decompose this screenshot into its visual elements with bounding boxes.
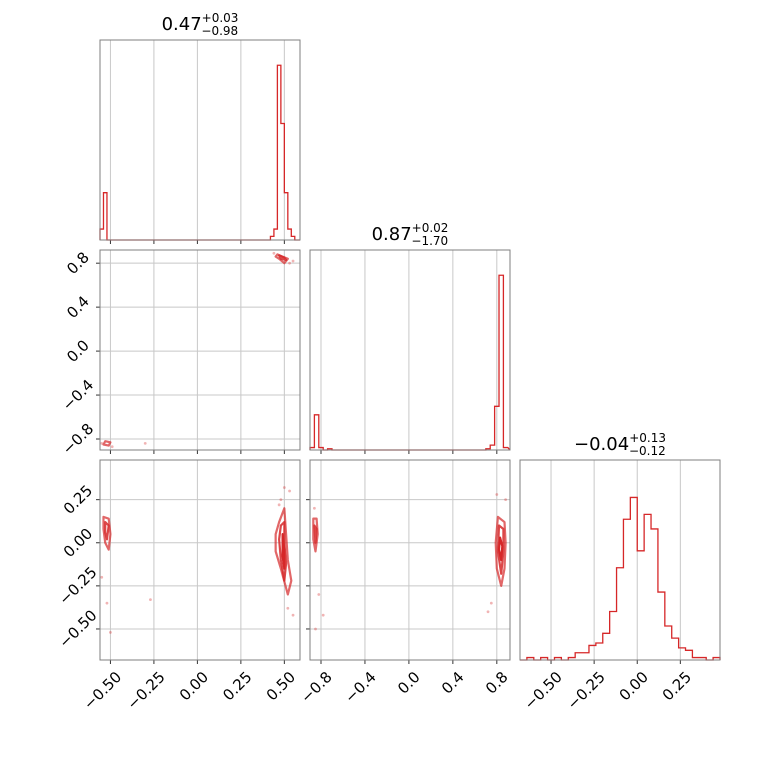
title-median: 0.47 <box>162 14 202 35</box>
scatter-panel-1-3: −0.50−0.25 0.00 0.25 0.50−0.50−0.250.000.25 <box>55 459 301 713</box>
scatter-point <box>100 442 104 445</box>
scatter-point <box>109 631 112 634</box>
density-contour <box>497 536 504 562</box>
y-tick-label: 0.4 <box>63 292 93 322</box>
panel-frame <box>309 459 511 661</box>
scatter-point <box>105 601 109 605</box>
title-minus: −0.12 <box>629 444 666 458</box>
density-contour <box>104 520 110 541</box>
panel-title: 0.87+0.02 −1.70 <box>372 221 449 248</box>
x-tick-label: 0.8 <box>482 668 512 698</box>
y-tick-label: −0.50 <box>55 606 100 651</box>
scatter-point <box>314 627 317 631</box>
x-tick-label: −0.8 <box>297 668 335 706</box>
histogram-step-line <box>309 274 511 451</box>
panel-title: 0.47+0.03 −0.98 <box>162 11 239 38</box>
density-contour <box>102 515 112 551</box>
scatter-point <box>288 489 291 493</box>
scatter-point <box>317 593 321 596</box>
title-minus: −0.98 <box>201 24 238 38</box>
title-median: 0.87 <box>372 224 412 245</box>
scatter-point <box>272 251 276 255</box>
scatter-panel-2-3: −0.8 −0.4 0.0 0.4 0.8 <box>297 459 512 707</box>
x-tick-label: −0.4 <box>341 668 379 706</box>
histogram-panel-1: 0.47+0.03 −0.98 <box>99 11 301 244</box>
panel-title: −0.04+0.13 −0.12 <box>574 431 666 458</box>
density-contour <box>494 515 507 587</box>
scatter-point <box>143 442 147 445</box>
panel-frame <box>519 459 721 661</box>
scatter-point <box>282 486 286 489</box>
x-tick-label: −0.25 <box>123 668 168 713</box>
title-minus: −1.70 <box>411 234 448 248</box>
density-contour <box>102 440 112 447</box>
scatter-point <box>288 261 291 265</box>
density-contour <box>274 507 293 596</box>
title-plus: +0.03 <box>202 11 239 25</box>
scatter-point <box>291 259 295 263</box>
y-tick-label: 0.00 <box>60 525 96 561</box>
y-tick-label: 0.0 <box>63 336 93 366</box>
scatter-point <box>100 575 104 579</box>
panel-frame <box>99 249 301 451</box>
y-tick-label: −0.8 <box>59 420 97 458</box>
density-contour <box>281 533 286 570</box>
scatter-point <box>489 601 493 605</box>
histogram-step-line <box>99 64 300 241</box>
panel-frame <box>99 39 301 241</box>
histogram-panel-3: −0.50−0.25 0.00 0.25 −0.04+0.13 −0.12 <box>519 431 721 713</box>
density-contour <box>313 524 318 544</box>
x-tick-label: 0.00 <box>176 668 212 704</box>
scatter-point <box>504 498 508 502</box>
density-contour <box>278 520 288 582</box>
density-contour <box>496 524 505 575</box>
scatter-point <box>279 498 283 502</box>
scatter-point <box>110 445 114 449</box>
scatter-panel-1-2: −0.8 −0.4 0.0 0.4 0.8 <box>59 248 301 458</box>
y-tick-label: −0.4 <box>59 376 97 414</box>
scatter-point <box>277 503 281 507</box>
title-plus: +0.13 <box>629 431 666 445</box>
panel-frame <box>309 249 511 451</box>
y-tick-label: 0.8 <box>63 248 93 278</box>
x-tick-label: −0.50 <box>521 668 566 713</box>
title-plus: +0.02 <box>412 221 449 235</box>
scatter-point <box>486 610 490 614</box>
histogram-panel-2: 0.87+0.02 −1.70 <box>309 221 511 454</box>
scatter-point <box>291 613 295 617</box>
panel-frame <box>99 459 301 661</box>
histogram-step-line <box>520 496 721 661</box>
x-tick-label: 0.50 <box>263 668 299 704</box>
x-tick-label: 0.00 <box>616 668 652 704</box>
x-tick-label: 0.25 <box>659 668 695 704</box>
title-median: −0.04 <box>574 434 629 455</box>
scatter-point <box>321 613 325 617</box>
x-tick-label: 0.4 <box>438 668 468 698</box>
y-tick-label: 0.25 <box>60 481 96 517</box>
x-tick-label: −0.50 <box>80 668 125 713</box>
scatter-point <box>149 598 152 602</box>
scatter-point <box>312 506 316 510</box>
x-tick-label: 0.0 <box>394 668 424 698</box>
x-tick-label: 0.25 <box>219 668 255 704</box>
scatter-point <box>286 606 290 610</box>
y-tick-label: −0.25 <box>55 563 100 608</box>
x-tick-label: −0.25 <box>564 668 609 713</box>
density-contour <box>278 254 288 261</box>
scatter-point <box>495 493 499 496</box>
